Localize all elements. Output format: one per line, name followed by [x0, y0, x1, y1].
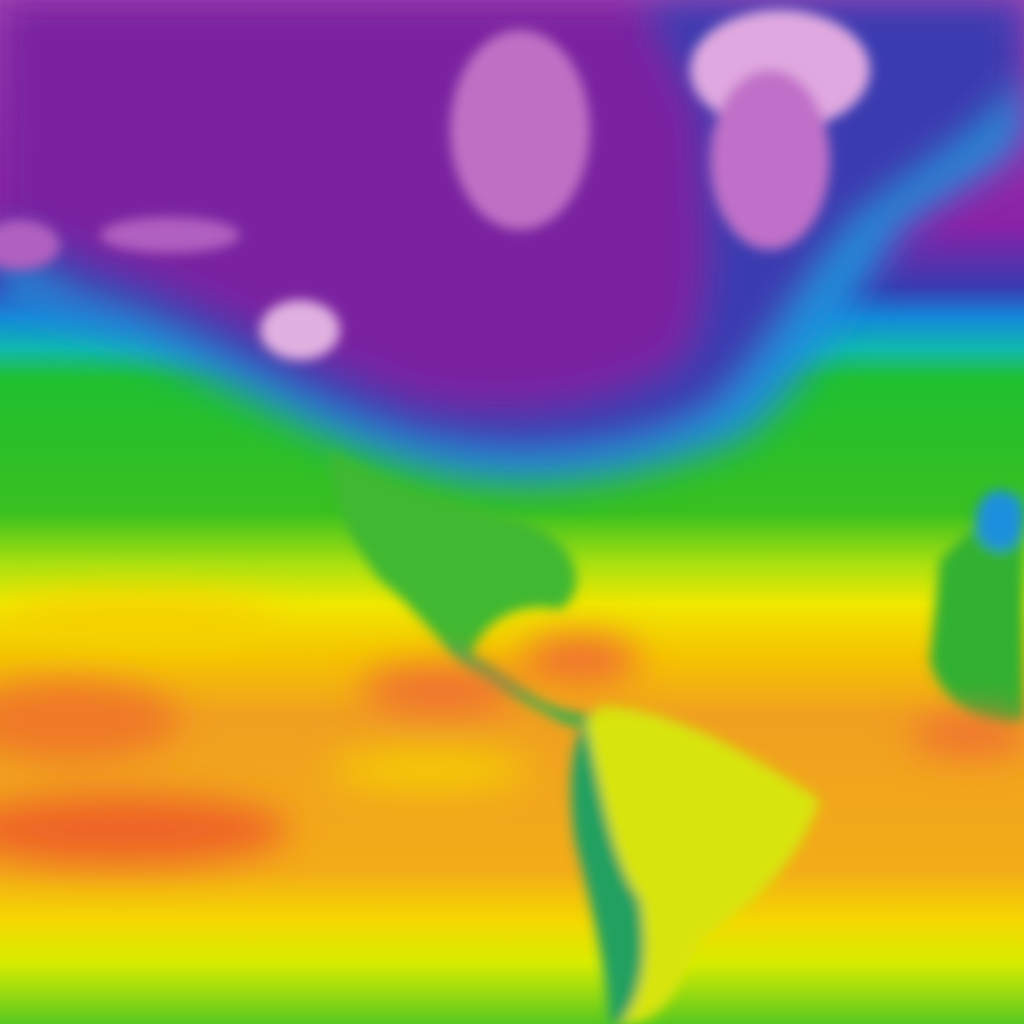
land-temperatures: [330, 450, 1024, 1024]
warm-patches: [0, 595, 1024, 865]
highlands: [0, 10, 870, 360]
